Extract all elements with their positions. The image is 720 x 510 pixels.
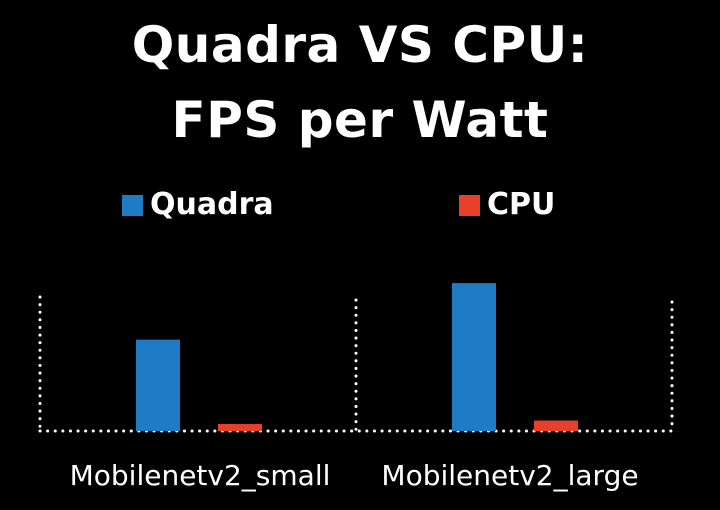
legend-swatch-quadra bbox=[122, 194, 143, 216]
legend-item-cpu: CPU bbox=[459, 188, 555, 222]
chart-title-line-1: Quadra VS CPU: bbox=[131, 16, 589, 74]
legend-swatch-cpu bbox=[459, 194, 480, 216]
bar-quadra-mobilenetv2-small bbox=[136, 339, 180, 431]
category-label-mobilenetv2-large: Mobilenetv2_large bbox=[381, 459, 639, 492]
legend-label-cpu: CPU bbox=[487, 187, 556, 222]
bar-cpu-mobilenetv2-small bbox=[218, 424, 262, 431]
legend-item-quadra: Quadra bbox=[122, 188, 274, 222]
chart-title-line-2: FPS per Watt bbox=[171, 91, 549, 149]
category-label-mobilenetv2-small: Mobilenetv2_small bbox=[69, 459, 331, 492]
bar-quadra-mobilenetv2-large bbox=[452, 283, 496, 431]
legend-label-quadra: Quadra bbox=[150, 187, 274, 222]
bar-cpu-mobilenetv2-large bbox=[534, 420, 578, 431]
